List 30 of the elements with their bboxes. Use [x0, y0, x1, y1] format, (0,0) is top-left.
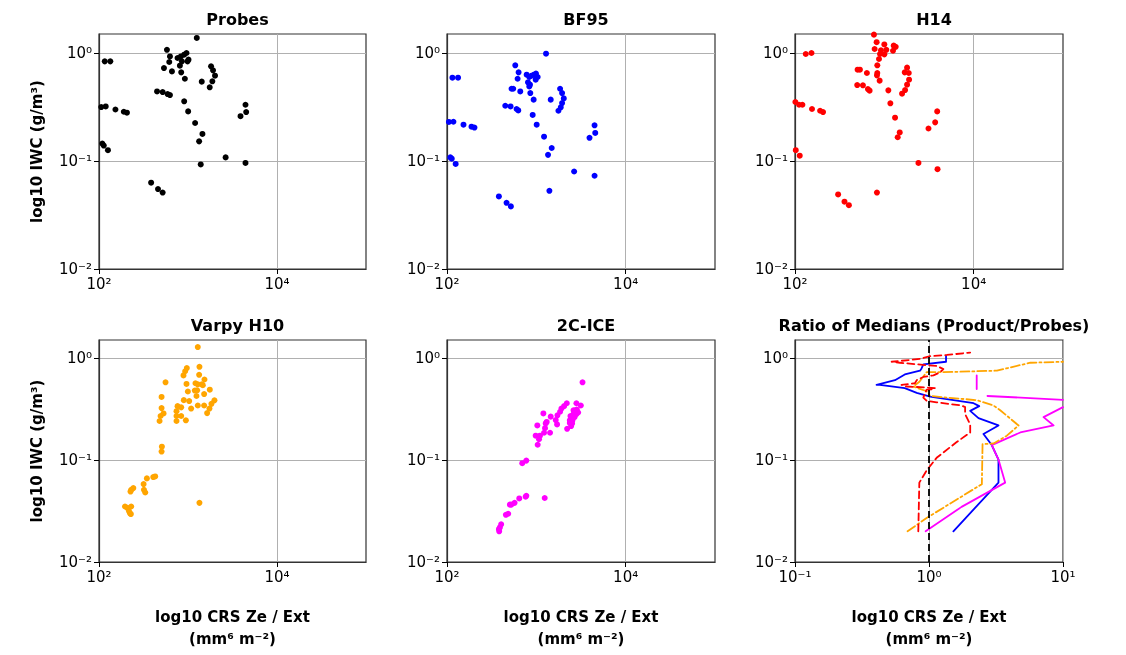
chart-title: Ratio of Medians (Product/Probes) [778, 315, 1090, 335]
x-tick-label: 10⁴ [613, 567, 639, 586]
y-tick-label: 10⁰ [414, 44, 440, 63]
x-tick-label: 10⁰ [916, 567, 942, 586]
x-tick-label: 10¹ [1050, 567, 1076, 586]
y-tick-label: 10⁻¹ [754, 152, 788, 171]
y-tick-label: 10⁻¹ [58, 450, 92, 469]
chart-title: Probes [206, 9, 269, 29]
chart-title: Varpy H10 [190, 315, 285, 335]
y-tick-label: 10⁰ [66, 44, 92, 63]
chart-title: 2C-ICE [556, 315, 616, 335]
x-axis-title: log10 CRS Ze / Ext (mm⁶ m⁻²) [503, 608, 659, 648]
chart-title: H14 [916, 9, 952, 29]
x-tick-label: 10⁴ [613, 274, 639, 293]
chart-title: BF95 [563, 9, 609, 29]
y-axis-title: log10 IWC (g/m³) [28, 80, 47, 223]
y-tick-label: 10⁻¹ [58, 152, 92, 171]
y-tick-label: 10⁻¹ [754, 450, 788, 469]
y-tick-label: 10⁰ [414, 348, 440, 367]
x-tick-label: 10⁴ [264, 274, 290, 293]
y-tick-label: 10⁰ [66, 348, 92, 367]
x-tick-label: 10⁴ [961, 274, 987, 293]
y-axis-title: log10 IWC (g/m³) [28, 379, 47, 523]
y-tick-label: 10⁰ [762, 348, 788, 367]
y-tick-label: 10⁻¹ [406, 450, 440, 469]
x-axis-title: log10 CRS Ze / Ext (mm⁶ m⁻²) [155, 608, 310, 648]
x-axis-title: log10 CRS Ze / Ext (mm⁶ m⁻²) [851, 608, 1007, 648]
y-tick-label: 10⁻¹ [406, 152, 440, 171]
y-tick-label: 10⁰ [762, 44, 788, 63]
x-tick-label: 10⁴ [264, 567, 290, 586]
